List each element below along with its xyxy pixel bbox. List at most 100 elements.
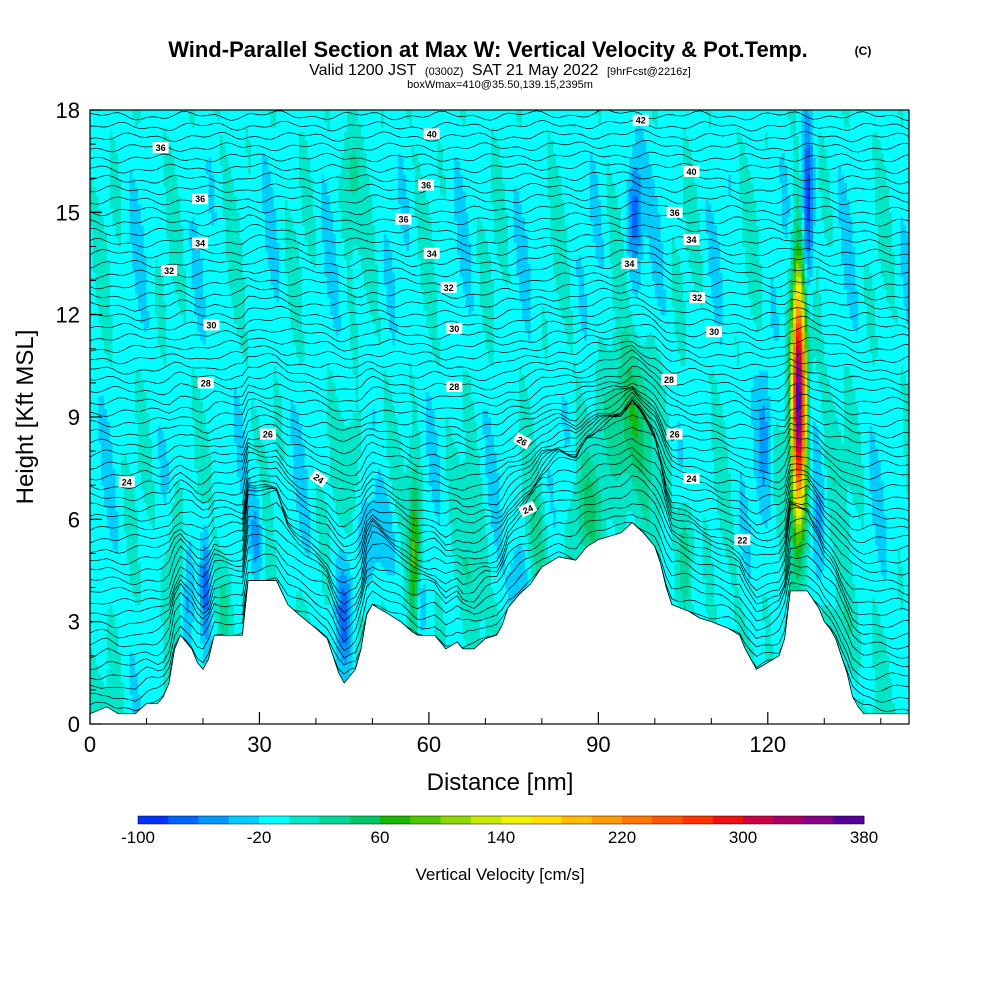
y-tick-label: 0 — [68, 712, 80, 737]
theta-contour — [90, 403, 909, 531]
y-tick-label: 15 — [56, 200, 80, 225]
y-tick-label: 9 — [68, 405, 80, 430]
theta-contour — [90, 230, 909, 248]
x-tick-label: 60 — [417, 732, 441, 757]
theta-contour — [90, 110, 909, 122]
theta-contour — [90, 160, 909, 174]
colorbar-swatch — [319, 816, 351, 824]
contour-label: 26 — [666, 428, 683, 440]
theta-contour — [90, 522, 909, 681]
x-tick-label: 90 — [586, 732, 610, 757]
contour-label: 30 — [446, 322, 463, 334]
colorbar-swatch — [622, 816, 653, 824]
contour-label: 22 — [734, 534, 751, 546]
subtitle-valid: Valid 1200 JST — [309, 62, 417, 79]
theta-contour — [90, 129, 909, 143]
colorbar-swatch — [773, 816, 804, 824]
contour-label: 32 — [689, 292, 706, 304]
colorbar-label: Vertical Velocity [cm/s] — [415, 865, 584, 884]
y-axis-label: Height [Kft MSL] — [12, 330, 39, 505]
contour-label: 26 — [512, 432, 532, 450]
potential-temperature-contours — [90, 110, 909, 715]
colorbar-swatch — [259, 816, 290, 824]
colorbar-swatch — [198, 816, 230, 824]
colorbar-swatch — [803, 816, 835, 824]
contour-label: 28 — [660, 373, 677, 385]
contour-label: 34 — [683, 234, 700, 246]
theta-contour — [90, 399, 909, 502]
contour-label: 40 — [683, 165, 700, 177]
colorbar: -100 -20 60 140 220 300 380 — [121, 815, 878, 847]
theta-contour — [90, 270, 909, 291]
theta-contour — [90, 304, 909, 332]
theta-contour — [90, 396, 909, 492]
theta-contour — [90, 259, 909, 280]
theta-contour — [90, 522, 909, 659]
theta-contour — [90, 414, 909, 544]
theta-contour — [90, 356, 909, 406]
colorbar-tick-label: 140 — [487, 828, 515, 847]
theta-contour — [90, 387, 909, 459]
colorbar-tick-label: -100 — [121, 828, 155, 847]
contour-label: 36 — [666, 206, 683, 218]
theta-contour — [90, 212, 909, 227]
theta-contour — [90, 438, 909, 566]
chart-title: Wind-Parallel Section at Max W: Vertical… — [168, 37, 808, 62]
terrain-mask — [90, 522, 909, 724]
contour-label: 24 — [518, 500, 538, 518]
theta-contour — [90, 398, 909, 522]
theta-contour — [90, 514, 909, 640]
theta-contour — [90, 454, 909, 587]
colorbar-swatch — [410, 816, 441, 824]
contour-label: 34 — [621, 258, 638, 269]
contour-label: 30 — [203, 319, 220, 331]
theta-contour — [90, 340, 909, 375]
theta-contour — [90, 349, 909, 396]
chart-subtitle-box: boxWmax=410@35.50,139.15,2395m — [407, 79, 593, 91]
theta-contour — [90, 382, 909, 439]
theta-contour — [90, 287, 909, 312]
contour-label: 28 — [446, 380, 463, 392]
theta-contour — [90, 386, 909, 449]
theta-contour — [90, 296, 909, 322]
colorbar-swatch — [289, 816, 320, 824]
theta-contour — [90, 171, 909, 185]
contour-label: 36 — [418, 179, 435, 191]
contour-label: 24 — [118, 476, 135, 488]
y-tick-label: 6 — [68, 507, 80, 532]
theta-contour — [90, 279, 909, 301]
colorbar-swatch — [833, 816, 865, 824]
theta-contour — [90, 475, 909, 605]
contour-label: 26 — [259, 428, 276, 440]
theta-contour — [90, 179, 909, 195]
x-tick-label: 120 — [749, 732, 786, 757]
terrain-profile — [90, 522, 909, 724]
colorbar-swatch — [228, 816, 260, 824]
theta-contour — [90, 334, 909, 365]
colorbar-swatch — [380, 816, 411, 824]
theta-contour — [90, 222, 909, 238]
theta-contour — [90, 140, 909, 153]
contour-label: 32 — [440, 281, 457, 293]
theta-contour — [90, 521, 909, 650]
colorbar-swatch — [501, 816, 532, 824]
colorbar-tick-label: -20 — [247, 828, 272, 847]
theta-contour — [90, 489, 909, 617]
contour-label: 30 — [706, 326, 723, 338]
theta-contour — [90, 391, 909, 481]
subtitle-utc: (0300Z) — [425, 66, 464, 78]
y-tick-label: 12 — [56, 303, 80, 328]
contour-label: 36 — [152, 142, 169, 154]
theta-contour — [90, 463, 909, 596]
theta-contour — [90, 446, 909, 576]
theta-contour — [90, 150, 909, 164]
theta-contour — [90, 375, 909, 428]
x-axis-label: Distance [nm] — [427, 769, 574, 796]
colorbar-swatch — [349, 816, 381, 824]
theta-contour — [90, 239, 909, 259]
theta-contour — [90, 400, 909, 512]
colorbar-swatch — [561, 816, 593, 824]
x-tick-label: 0 — [84, 732, 96, 757]
subtitle-date: SAT 21 May 2022 — [472, 62, 599, 79]
